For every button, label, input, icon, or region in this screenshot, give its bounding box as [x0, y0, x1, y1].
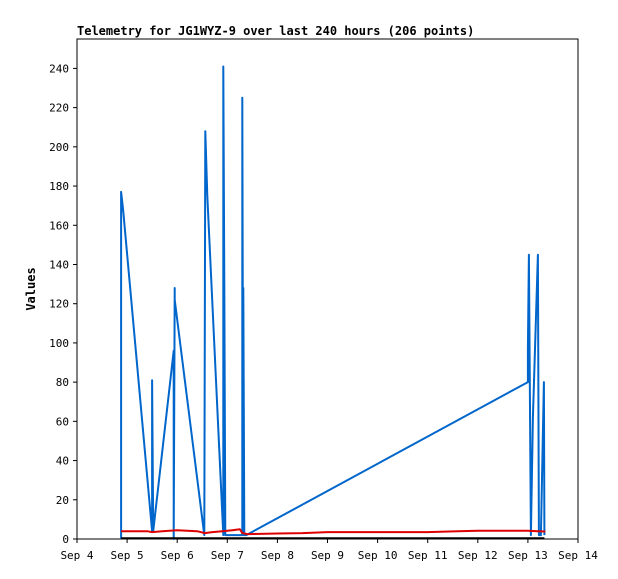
y-tick-label: 220 [49, 102, 69, 115]
y-tick-label: 60 [56, 415, 69, 428]
x-tick-label: Sep 12 [458, 549, 498, 562]
y-tick-label: 160 [49, 219, 69, 232]
y-axis-ticks: 0 20 40 60 80 100 120 140 160 180 200 220 240 [49, 62, 77, 546]
x-tick-label: Sep 11 [408, 549, 448, 562]
y-tick-label: 40 [56, 455, 69, 468]
x-tick-label: Sep 6 [161, 549, 194, 562]
y-tick-label: 80 [56, 376, 69, 389]
y-tick-label: 240 [49, 62, 69, 75]
series-line-2 [121, 528, 546, 536]
y-axis-label: Values [24, 267, 38, 310]
x-axis-ticks: Sep 4 Sep 5 Sep 6 Sep 7 Sep 8 Sep 9 Sep 10 Sep … [60, 539, 598, 562]
x-tick-label: Sep 4 [60, 549, 93, 562]
x-tick-label: Sep 14 [558, 549, 598, 562]
y-tick-label: 180 [49, 180, 69, 193]
y-tick-label: 200 [49, 141, 69, 154]
x-tick-label: Sep 13 [508, 549, 548, 562]
y-tick-label: 100 [49, 337, 69, 350]
x-tick-label: Sep 7 [211, 549, 244, 562]
x-tick-label: Sep 5 [111, 549, 144, 562]
y-tick-label: 120 [49, 298, 69, 311]
series-line-1 [120, 65, 546, 540]
y-tick-label: 0 [62, 533, 69, 546]
y-tick-label: 140 [49, 258, 69, 271]
x-tick-label: Sep 8 [261, 549, 294, 562]
data-series [120, 65, 546, 540]
x-tick-label: Sep 10 [358, 549, 398, 562]
y-tick-label: 20 [56, 494, 69, 507]
chart-title: Telemetry for JG1WYZ-9 over last 240 hou… [77, 24, 474, 38]
x-tick-label: Sep 9 [311, 549, 344, 562]
